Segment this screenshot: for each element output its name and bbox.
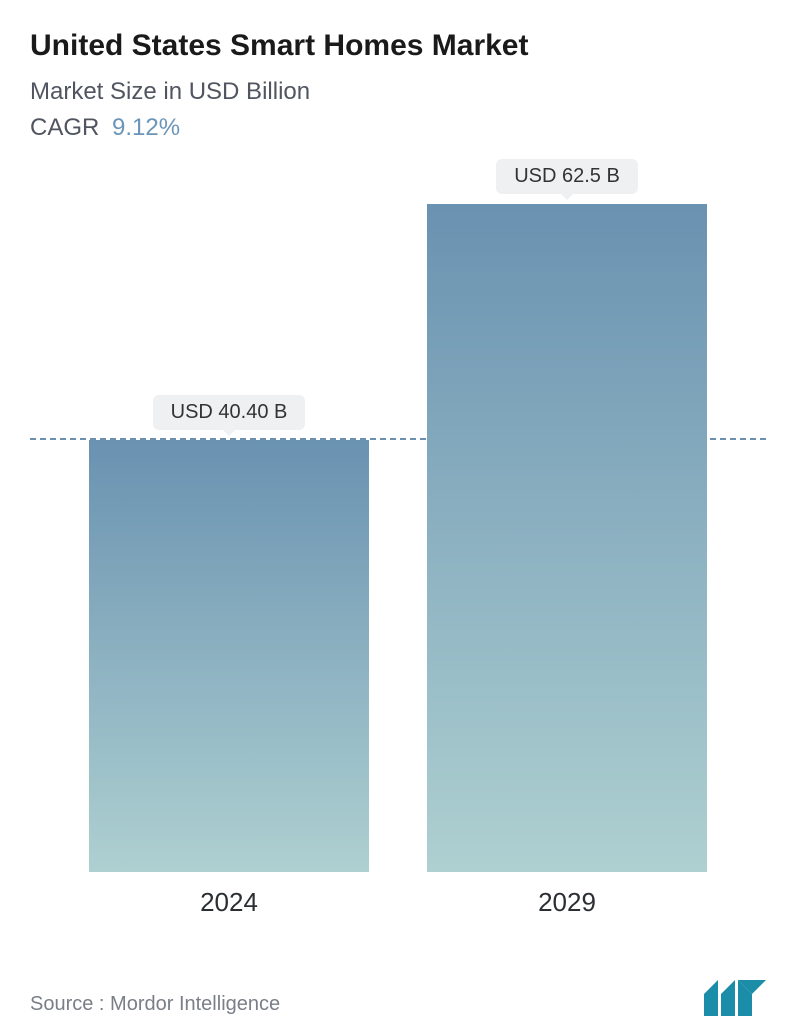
bar-col-0: USD 40.40 B 2024: [89, 395, 369, 872]
chart-area: USD 40.40 B 2024 USD 62.5 B 2029: [30, 162, 766, 922]
cagr-label: CAGR: [30, 114, 99, 141]
cagr-line: CAGR 9.12%: [30, 114, 766, 142]
x-label-1: 2029: [538, 887, 596, 918]
x-label-0: 2024: [200, 887, 258, 918]
value-pill-0: USD 40.40 B: [153, 395, 306, 430]
bars-row: USD 40.40 B 2024 USD 62.5 B 2029: [30, 162, 766, 872]
source-label: Source : Mordor Intelligence: [30, 993, 280, 1016]
bar-col-1: USD 62.5 B 2029: [427, 159, 707, 872]
chart-subtitle: Market Size in USD Billion: [30, 78, 766, 106]
bar-0: [89, 440, 369, 872]
cagr-value: 9.12%: [112, 114, 180, 141]
logo: [704, 980, 766, 1016]
chart-title: United States Smart Homes Market: [30, 28, 766, 64]
bar-1: [427, 204, 707, 872]
value-pill-1: USD 62.5 B: [496, 159, 638, 194]
mordor-logo-icon: [704, 980, 766, 1016]
footer-row: Source : Mordor Intelligence: [30, 980, 766, 1016]
